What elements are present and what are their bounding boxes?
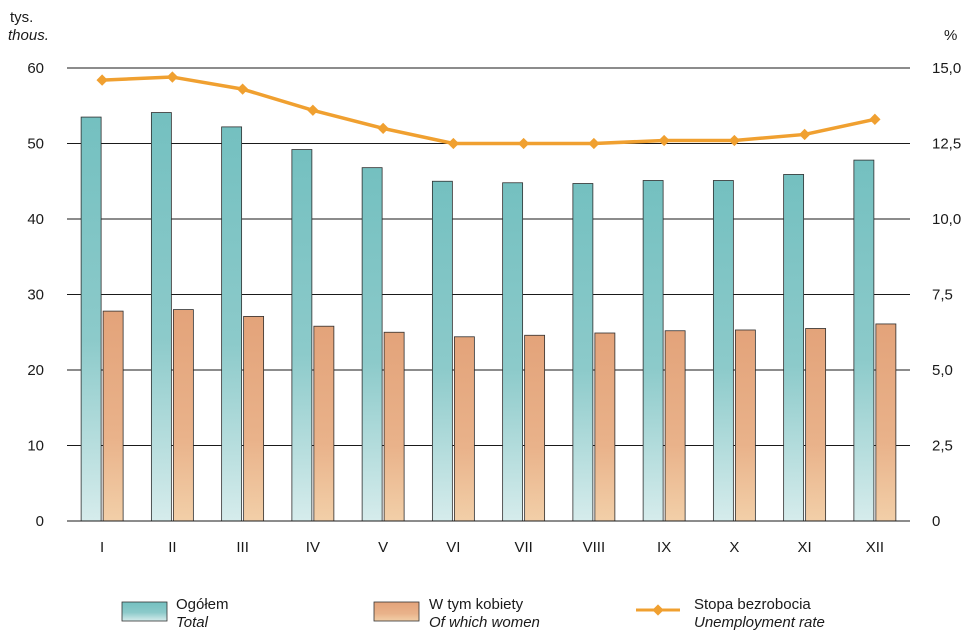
bar-total bbox=[80, 116, 102, 522]
bar-women bbox=[383, 331, 405, 522]
rate-point bbox=[166, 71, 179, 83]
bar-women bbox=[313, 325, 335, 522]
rate-point bbox=[728, 134, 741, 147]
bar-women bbox=[594, 332, 616, 522]
rate-point bbox=[798, 128, 811, 141]
legend: Ogółem Total W tym kobiety Of which wome… bbox=[121, 596, 825, 631]
bars bbox=[80, 112, 897, 522]
x-tick-label: IX bbox=[657, 539, 671, 556]
left-tick-label: 30 bbox=[27, 287, 44, 304]
legend-label-women: W tym kobiety bbox=[429, 596, 524, 613]
bar-women bbox=[734, 329, 756, 522]
bar-total bbox=[150, 112, 172, 522]
legend-swatch-total bbox=[121, 601, 168, 622]
right-tick-label: 5,0 bbox=[932, 362, 953, 379]
legend-label-rate: Stopa bezrobocia bbox=[694, 596, 811, 613]
bar-total bbox=[361, 167, 383, 522]
legend-item-total: Ogółem Total bbox=[121, 596, 229, 631]
left-tick-label: 60 bbox=[27, 60, 44, 77]
right-axis-label: % bbox=[944, 27, 957, 44]
left-tick-label: 10 bbox=[27, 438, 44, 455]
rate-point bbox=[588, 137, 600, 150]
bar-total bbox=[783, 174, 805, 522]
right-tick-label: 15,0 bbox=[932, 60, 961, 77]
right-tick-label: 7,5 bbox=[932, 287, 953, 304]
left-tick-label: 50 bbox=[27, 136, 44, 153]
bar-women bbox=[102, 310, 124, 522]
x-tick-label: XII bbox=[866, 539, 884, 556]
legend-item-women: W tym kobiety Of which women bbox=[373, 596, 540, 631]
right-tick-label: 0 bbox=[932, 513, 940, 530]
bar-total bbox=[221, 126, 243, 522]
bar-total bbox=[291, 149, 313, 522]
bar-total bbox=[502, 182, 524, 522]
bar-total bbox=[853, 159, 875, 522]
rate-line bbox=[96, 71, 881, 150]
x-tick-label: VI bbox=[446, 539, 460, 556]
rate-point bbox=[96, 74, 108, 86]
bar-women bbox=[664, 330, 686, 522]
x-tick-label: V bbox=[378, 539, 388, 556]
bar-women bbox=[875, 323, 897, 522]
bar-total bbox=[431, 180, 453, 522]
x-tick-label: VIII bbox=[583, 539, 606, 556]
bar-women bbox=[172, 309, 194, 522]
rate-point bbox=[517, 137, 530, 150]
x-tick-label: II bbox=[168, 539, 176, 556]
rate-point bbox=[307, 104, 319, 116]
right-tick-label: 2,5 bbox=[932, 438, 953, 455]
left-tick-label: 0 bbox=[36, 513, 44, 530]
rate-line-path bbox=[102, 75, 876, 146]
legend-label-women-en: Of which women bbox=[429, 614, 540, 631]
left-axis-label-en: thous. bbox=[8, 27, 49, 44]
legend-label-total-en: Total bbox=[176, 614, 209, 631]
rate-point bbox=[447, 137, 460, 150]
x-tick-label: XI bbox=[798, 539, 812, 556]
bar-women bbox=[243, 315, 265, 522]
left-axis-label: tys. bbox=[10, 9, 33, 26]
x-tick-label: III bbox=[236, 539, 249, 556]
right-tick-label: 12,5 bbox=[932, 136, 961, 153]
rate-point bbox=[658, 134, 670, 147]
left-axis-ticks: 0 10 20 30 40 50 60 bbox=[27, 60, 44, 530]
bar-total bbox=[572, 183, 594, 522]
right-tick-label: 10,0 bbox=[932, 211, 961, 228]
rate-point bbox=[236, 83, 249, 95]
x-tick-label: X bbox=[729, 539, 739, 556]
x-axis-ticks: I II III IV V VI VII VIII IX X XI XII bbox=[67, 520, 910, 556]
right-axis-ticks: 0 2,5 5,0 7,5 10,0 12,5 15,0 bbox=[932, 60, 961, 530]
rate-point bbox=[377, 122, 389, 135]
legend-label-rate-en: Unemployment rate bbox=[694, 614, 825, 631]
bar-total bbox=[642, 180, 664, 522]
left-tick-label: 40 bbox=[27, 211, 44, 228]
legend-swatch-women bbox=[373, 601, 420, 622]
x-tick-label: VII bbox=[514, 539, 532, 556]
legend-label-total: Ogółem bbox=[176, 596, 229, 613]
bar-total bbox=[712, 180, 734, 522]
bar-women bbox=[805, 328, 827, 522]
x-tick-label: I bbox=[100, 539, 104, 556]
left-tick-label: 20 bbox=[27, 362, 44, 379]
x-tick-label: IV bbox=[306, 539, 320, 556]
bar-women bbox=[453, 336, 475, 522]
bar-women bbox=[524, 334, 546, 522]
legend-item-rate: Stopa bezrobocia Unemployment rate bbox=[636, 596, 825, 631]
rate-point bbox=[869, 113, 881, 125]
legend-marker-rate bbox=[652, 604, 664, 616]
